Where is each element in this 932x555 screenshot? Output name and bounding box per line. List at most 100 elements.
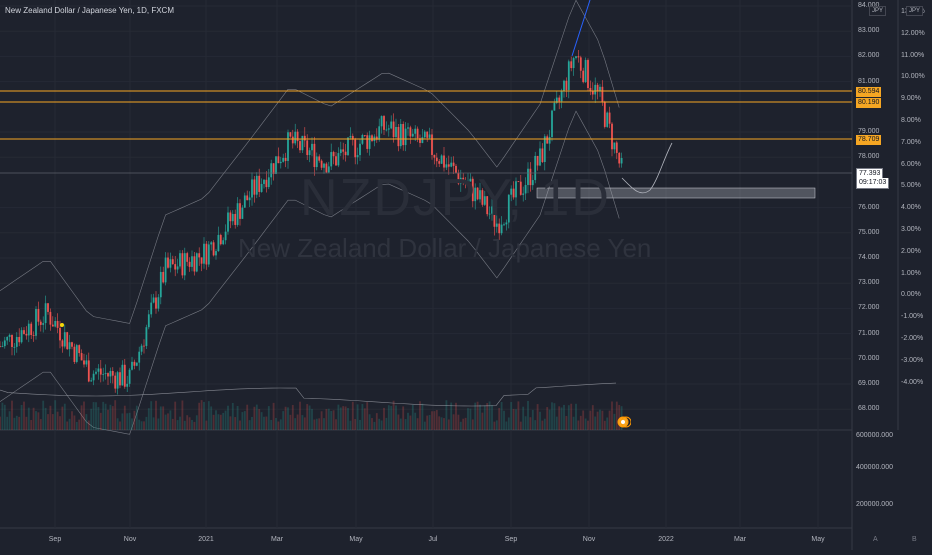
volume-bar <box>181 400 184 430</box>
candle-body <box>147 314 150 328</box>
volume-bar <box>531 409 534 430</box>
volume-bar <box>227 405 229 430</box>
volume-bar <box>493 421 496 430</box>
volume-bar <box>119 421 121 430</box>
volume-bar <box>20 404 23 430</box>
candle-body <box>140 345 143 352</box>
volume-bar <box>313 419 316 430</box>
volume-bar <box>126 413 129 430</box>
candle-body <box>152 297 155 303</box>
candle-body <box>246 195 249 201</box>
volume-bar <box>517 401 520 430</box>
candle-body <box>474 187 477 202</box>
price-axis-label: 75.000 <box>858 228 880 236</box>
candle-body <box>395 126 397 138</box>
candle-body <box>445 164 448 168</box>
bar-countdown: 09:17:03 <box>856 178 890 189</box>
candle-body <box>174 264 177 270</box>
candle-body <box>483 196 486 205</box>
price-axis-label: 71.000 <box>858 329 880 337</box>
volume-bar <box>71 411 73 430</box>
candle-body <box>553 102 556 111</box>
candle-body <box>404 128 407 146</box>
volume-bar <box>68 418 71 430</box>
candle-body <box>587 60 589 89</box>
candle-body <box>579 57 582 71</box>
candle-body <box>179 253 181 267</box>
volume-bar <box>35 411 37 430</box>
candle-body <box>272 163 275 174</box>
volume-bar <box>510 402 513 430</box>
candle-body <box>402 123 405 146</box>
percent-currency-button[interactable]: JPY <box>906 6 924 16</box>
candle-body <box>313 143 316 168</box>
volume-bar <box>404 419 407 430</box>
percent-axis-label: 8.00% <box>901 117 921 124</box>
earnings-event-icon[interactable] <box>617 416 631 428</box>
volume-bar <box>519 421 522 430</box>
volume-bar <box>536 404 539 430</box>
price-axis-label: 82.000 <box>858 52 880 60</box>
candle-body <box>599 86 601 91</box>
candle-body <box>97 368 100 372</box>
candle-body <box>512 188 515 198</box>
volume-bar <box>159 406 162 430</box>
volume-bar <box>90 408 93 430</box>
volume-bar <box>11 400 13 430</box>
volume-bar <box>551 402 553 430</box>
candle-body <box>49 311 52 325</box>
volume-bar <box>157 418 160 430</box>
candle-body <box>306 140 309 156</box>
candle-body <box>13 346 16 348</box>
volume-bar <box>0 416 1 430</box>
auto-scale-toggle[interactable]: A <box>873 536 878 543</box>
volume-bar <box>599 409 601 430</box>
candle-body <box>25 333 28 336</box>
volume-bar <box>486 402 489 430</box>
candle-body <box>71 342 73 347</box>
volume-bar <box>18 416 21 430</box>
candle-body <box>452 162 455 166</box>
volume-bar <box>291 405 294 430</box>
time-axis-label: May <box>349 536 363 543</box>
log-scale-toggle[interactable]: B <box>912 536 917 543</box>
volume-bar <box>25 416 28 430</box>
volume-bar <box>399 418 402 430</box>
candle-body <box>119 372 121 386</box>
price-axis-label: 74.000 <box>858 254 880 261</box>
volume-bar <box>234 417 237 430</box>
candle-body <box>1 346 4 347</box>
candle-body <box>263 179 265 184</box>
time-axis-label: Nov <box>123 536 137 543</box>
volume-bar <box>13 417 16 430</box>
candle-body <box>618 152 621 164</box>
volume-bar <box>42 400 45 430</box>
volume-bar <box>66 421 69 430</box>
candle-body <box>126 383 129 387</box>
candle-body <box>236 203 239 225</box>
volume-bar <box>133 410 136 430</box>
candle-body <box>0 346 1 347</box>
candle-body <box>613 142 616 150</box>
volume-bar <box>428 415 431 430</box>
price-axis-label: 81.000 <box>858 77 880 85</box>
volume-bar <box>419 401 421 430</box>
price-currency-button[interactable]: JPY <box>869 6 887 16</box>
candle-body <box>414 128 417 134</box>
candle-body <box>162 271 165 283</box>
volume-bar <box>56 411 59 430</box>
candle-body <box>116 372 119 389</box>
candle-body <box>335 156 337 166</box>
volume-bar <box>75 421 78 430</box>
candle-body <box>90 380 93 382</box>
volume-bar <box>277 421 280 430</box>
volume-bar <box>553 403 556 430</box>
volume-bar <box>174 401 177 430</box>
candle-body <box>42 323 45 325</box>
volume-bar <box>414 412 417 430</box>
volume-bar <box>248 420 251 430</box>
volume-bar <box>443 418 445 430</box>
volume-bar <box>570 403 573 430</box>
